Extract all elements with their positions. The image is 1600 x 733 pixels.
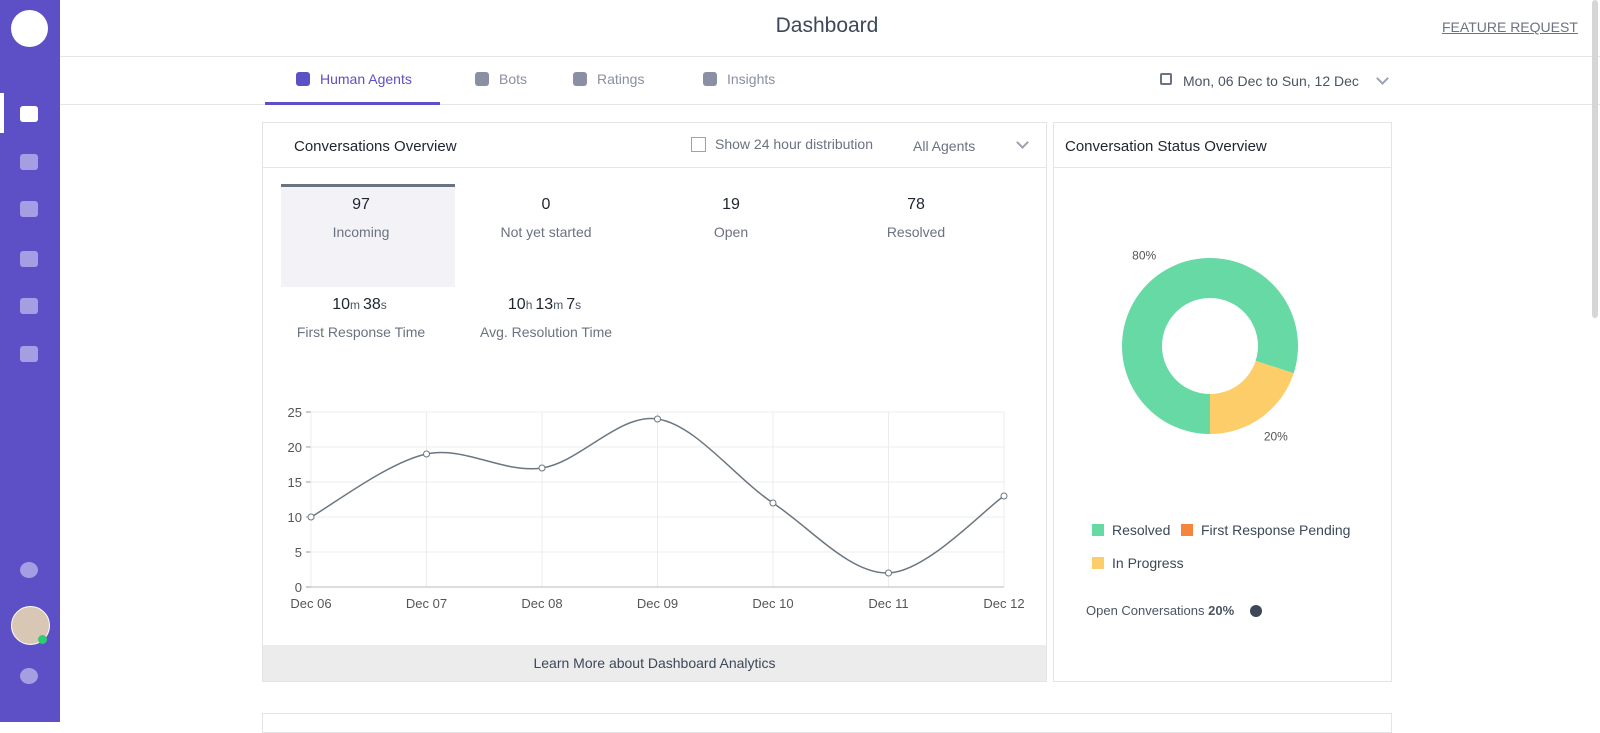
nav-contacts[interactable]: [20, 201, 38, 217]
status-card: Conversation Status Overview Open Conver…: [1053, 122, 1392, 682]
date-end: Sun, 12 Dec: [1281, 73, 1359, 89]
date-start: Mon, 06 Dec: [1183, 73, 1263, 89]
tab-icon: [296, 72, 310, 86]
checkbox-label[interactable]: Show 24 hour distribution: [715, 136, 873, 152]
card-divider: [1054, 167, 1391, 168]
stat-label: Incoming: [332, 224, 390, 240]
header-divider: [60, 56, 1600, 57]
time-unit: s: [380, 298, 387, 312]
open-label: Open Conversations: [1086, 603, 1205, 618]
footer-link[interactable]: Learn More about Dashboard Analytics: [533, 655, 776, 671]
nav-conversations[interactable]: [20, 154, 38, 170]
dropdown-caret[interactable]: [1376, 72, 1389, 85]
time-unit: s: [575, 298, 582, 312]
stat-value: 78: [907, 196, 925, 213]
nav-docs[interactable]: [20, 346, 38, 362]
nav-integrations[interactable]: [20, 298, 38, 314]
next-card: [262, 713, 1392, 733]
time-value: 10m 38s: [276, 296, 446, 314]
tab[interactable]: Bots: [499, 71, 528, 87]
stat-label: Open: [713, 224, 749, 240]
active-tab-underline: [265, 102, 440, 105]
scrollbar[interactable]: [1592, 0, 1598, 318]
calendar-icon: [1160, 73, 1172, 85]
card-divider: [263, 167, 1046, 168]
online-status: [38, 635, 47, 644]
tab[interactable]: Human Agents: [320, 71, 412, 87]
time-value: 10h 13m 7s: [461, 296, 631, 314]
logo[interactable]: [11, 10, 48, 47]
open-value: 20%: [1208, 603, 1235, 618]
tab-icon: [703, 72, 717, 86]
nav-settings[interactable]: [20, 668, 38, 684]
overview-card: Conversations Overview Show 24 hour dist…: [262, 122, 1047, 682]
nav-reports[interactable]: [20, 106, 38, 122]
tab[interactable]: Ratings: [597, 71, 645, 87]
time-unit: m: [350, 298, 360, 312]
card-title: Conversations Overview: [294, 138, 457, 155]
filter-caret[interactable]: [1016, 136, 1029, 149]
tab[interactable]: Insights: [727, 71, 776, 87]
open-conversations: Open Conversations 20%: [1086, 603, 1234, 618]
nav-bots[interactable]: [20, 251, 38, 267]
active-indicator: [0, 93, 4, 133]
stat-label: Resolved: [886, 224, 946, 240]
nav-help[interactable]: [20, 562, 38, 578]
stat: 0 Not yet started: [461, 196, 631, 240]
tabs-divider: [60, 104, 1600, 105]
time-number: 13: [535, 296, 554, 313]
time-number: 7: [566, 296, 576, 313]
time-number: 10: [507, 296, 526, 313]
date-range[interactable]: Mon, 06 Dec to Sun, 12 Dec: [1183, 73, 1359, 89]
time-label: First Response Time: [296, 324, 426, 340]
tab-icon: [573, 72, 587, 86]
stat: 78 Resolved: [831, 196, 1001, 240]
time-stat: 10h 13m 7s Avg. Resolution Time: [461, 296, 631, 340]
time-number: 10: [332, 296, 350, 313]
date-separator: to: [1266, 73, 1278, 89]
time-label: Avg. Resolution Time: [479, 324, 613, 340]
info-icon[interactable]: [1250, 605, 1262, 617]
sidebar: [0, 0, 60, 722]
stat-label: Not yet started: [500, 224, 592, 240]
stat: 97 Incoming: [276, 196, 446, 240]
feature-request-link[interactable]: FEATURE REQUEST: [1442, 19, 1578, 35]
tab-icon: [475, 72, 489, 86]
card-footer: [263, 645, 1046, 681]
card-title: Conversation Status Overview: [1065, 138, 1267, 155]
selected-stat-bg: [281, 184, 455, 287]
time-unit: m: [553, 298, 564, 312]
stat-value: 97: [352, 196, 370, 213]
stat-value: 19: [722, 196, 740, 213]
stat: 19 Open: [646, 196, 816, 240]
checkbox[interactable]: [691, 137, 706, 152]
time-unit: h: [525, 298, 533, 312]
time-stat: 10m 38s First Response Time: [276, 296, 446, 340]
avatar[interactable]: [11, 606, 50, 645]
time-number: 38: [363, 296, 381, 313]
page-title: Dashboard: [775, 14, 879, 37]
stat-value: 0: [541, 196, 551, 213]
agent-filter[interactable]: All Agents: [913, 138, 976, 154]
